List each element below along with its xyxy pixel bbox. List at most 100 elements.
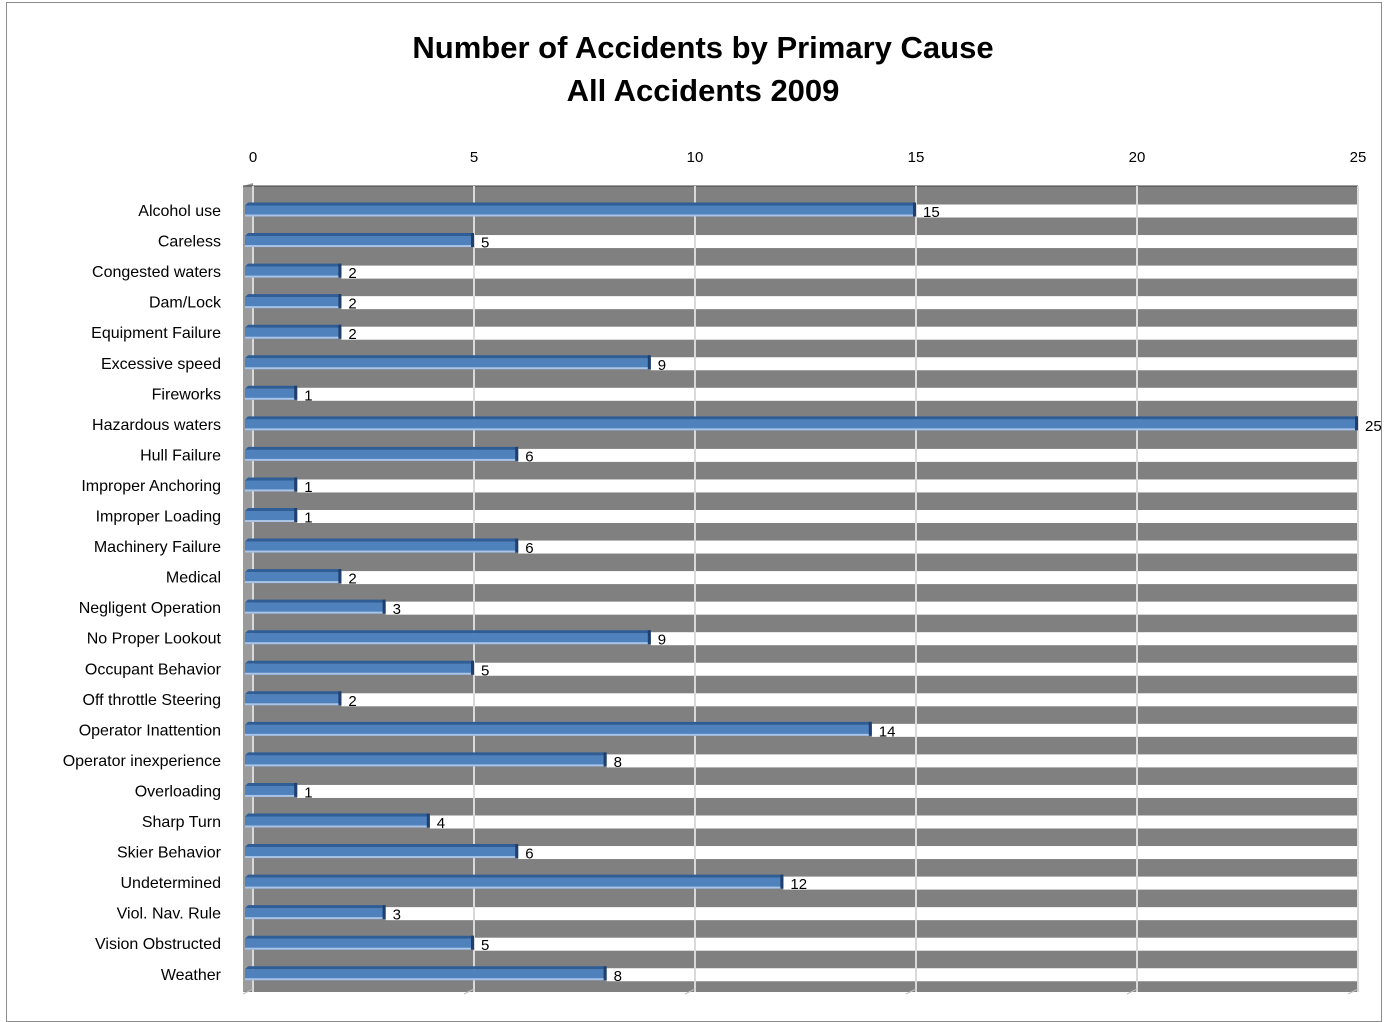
value-label: 2 <box>348 265 356 282</box>
value-label: 2 <box>348 296 356 313</box>
bar-top-face <box>245 630 651 634</box>
category-label: Vision Obstructed <box>95 936 221 953</box>
bar <box>245 724 872 736</box>
bar-top-face <box>245 446 519 450</box>
category-label: Fireworks <box>152 386 221 403</box>
bar-highlight <box>245 947 474 950</box>
bar <box>245 908 386 920</box>
row-band <box>518 448 1358 462</box>
row-band <box>297 784 1359 798</box>
row-band <box>385 907 1359 921</box>
bar-top-face <box>245 691 342 695</box>
row-band <box>297 510 1359 523</box>
bar-top-face <box>245 355 651 359</box>
bar-top-face <box>245 782 298 786</box>
gridline-foot <box>242 988 254 995</box>
bar <box>245 449 519 461</box>
bar <box>245 541 519 553</box>
bar-top-face <box>245 813 430 817</box>
bar <box>245 785 298 797</box>
value-label: 5 <box>481 662 489 679</box>
gridline-foot <box>1347 988 1359 995</box>
value-label: 8 <box>614 754 622 771</box>
x-tick-label: 5 <box>470 149 478 166</box>
bar-end-cap <box>647 630 651 645</box>
category-label: Dam/Lock <box>149 295 222 312</box>
bar-top-face <box>245 966 607 970</box>
bar-end-cap <box>294 782 298 797</box>
value-label: 6 <box>525 540 533 557</box>
bar-highlight <box>245 550 519 553</box>
category-label: Undetermined <box>121 875 222 892</box>
x-tick-label: 0 <box>249 149 257 166</box>
bar-highlight <box>245 794 298 797</box>
gridline-foot <box>684 988 696 995</box>
bar-end-cap <box>1355 416 1358 431</box>
bar-top-face <box>245 416 1358 420</box>
row-band <box>341 296 1358 310</box>
row-band <box>518 846 1358 860</box>
bar-highlight <box>245 764 607 767</box>
bar-top-face <box>245 569 342 573</box>
row-band <box>429 815 1358 829</box>
category-label: Overloading <box>135 783 221 800</box>
value-label: 9 <box>658 632 666 649</box>
bar-top-face <box>245 599 386 603</box>
gridline-foot <box>1126 988 1138 995</box>
chart-title-line1: Number of Accidents by Primary Cause <box>412 30 994 65</box>
bar-highlight <box>245 520 298 522</box>
bar <box>245 266 342 278</box>
bar-end-cap <box>294 508 298 522</box>
bar-highlight <box>245 581 342 584</box>
bar <box>245 236 474 248</box>
bar-top-face <box>245 935 474 939</box>
x-tick-label: 25 <box>1350 149 1367 166</box>
bar <box>245 602 386 614</box>
row-band <box>871 723 1358 737</box>
chart-title-line2: All Accidents 2009 <box>566 73 840 108</box>
bar-end-cap <box>382 599 386 614</box>
x-tick-label: 10 <box>687 149 704 166</box>
value-label: 6 <box>525 448 533 465</box>
row-band <box>341 265 1358 279</box>
bar-end-cap <box>471 935 474 950</box>
row-band <box>385 601 1359 615</box>
category-label: Viol. Nav. Rule <box>117 906 221 923</box>
category-label: Improper Anchoring <box>81 478 221 495</box>
bar-end-cap <box>338 263 342 278</box>
x-tick-label: 15 <box>908 149 925 166</box>
bar-highlight <box>245 611 386 614</box>
bar-end-cap <box>338 294 342 309</box>
category-label: Careless <box>158 234 221 251</box>
bar-top-face <box>245 844 519 848</box>
chart-title: Number of Accidents by Primary Cause All… <box>0 26 1384 112</box>
bar <box>245 358 651 370</box>
bar-highlight <box>245 978 607 981</box>
row-band <box>341 571 1358 585</box>
bar-top-face <box>245 721 872 725</box>
category-label: Equipment Failure <box>91 325 221 342</box>
bar-highlight <box>245 428 1358 431</box>
category-label: Occupant Behavior <box>85 661 222 678</box>
bar-highlight <box>245 886 784 889</box>
bar <box>245 297 342 309</box>
bar <box>245 419 1358 431</box>
bar-highlight <box>245 245 474 248</box>
category-label: Operator inexperience <box>63 753 221 770</box>
bar <box>245 663 474 675</box>
value-label: 1 <box>304 387 312 404</box>
bar-top-face <box>245 508 298 511</box>
bar-top-face <box>245 538 519 542</box>
category-label: No Proper Lookout <box>87 631 222 648</box>
bar-end-cap <box>338 569 342 584</box>
value-label: 3 <box>393 601 401 618</box>
bar-top-face <box>245 233 474 237</box>
bar-end-cap <box>471 660 474 675</box>
bar <box>245 847 519 859</box>
bar-end-cap <box>647 355 651 370</box>
bar-top-face <box>245 660 474 664</box>
value-label: 9 <box>658 357 666 374</box>
bar <box>245 969 607 981</box>
bar-end-cap <box>603 966 607 981</box>
